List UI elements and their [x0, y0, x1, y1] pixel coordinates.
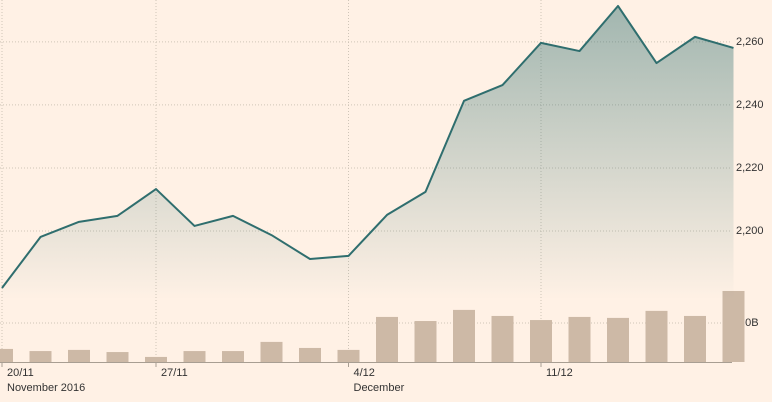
y-tick-label: 2,240	[736, 99, 764, 111]
volume-bar	[106, 352, 129, 362]
volume-bar	[568, 316, 591, 362]
volume-bar	[29, 351, 52, 362]
y-tick-label: 2,260	[736, 36, 764, 48]
volume-bar	[260, 341, 283, 362]
volume-bar	[453, 309, 475, 362]
volume-bar	[299, 347, 321, 362]
volume-bar	[491, 315, 514, 362]
volume-bar	[722, 290, 745, 362]
volume-bar	[645, 310, 668, 362]
volume-bar	[376, 316, 398, 362]
volume-bar	[222, 351, 244, 362]
volume-bar	[607, 317, 629, 362]
month-label: November 2016	[7, 382, 85, 394]
volume-bar	[414, 321, 437, 362]
x-tick-label: 27/11	[161, 367, 188, 379]
x-tick-label: 20/11	[7, 367, 34, 379]
volume-bar	[0, 348, 13, 362]
volume-bar	[684, 315, 706, 362]
x-tick-label: 4/12	[354, 367, 375, 379]
volume-bar	[183, 351, 206, 362]
month-label: December	[354, 382, 405, 394]
volume-bar	[145, 356, 167, 362]
line	[1, 4, 734, 289]
volume-bar	[337, 349, 360, 362]
volume-bar	[68, 349, 90, 362]
area	[2, 5, 734, 300]
volume-bar	[530, 320, 552, 362]
y-tick-label: 2,220	[736, 162, 764, 174]
x-tick-label: 11/12	[546, 367, 573, 379]
y-tick-label: 2,200	[736, 225, 764, 237]
